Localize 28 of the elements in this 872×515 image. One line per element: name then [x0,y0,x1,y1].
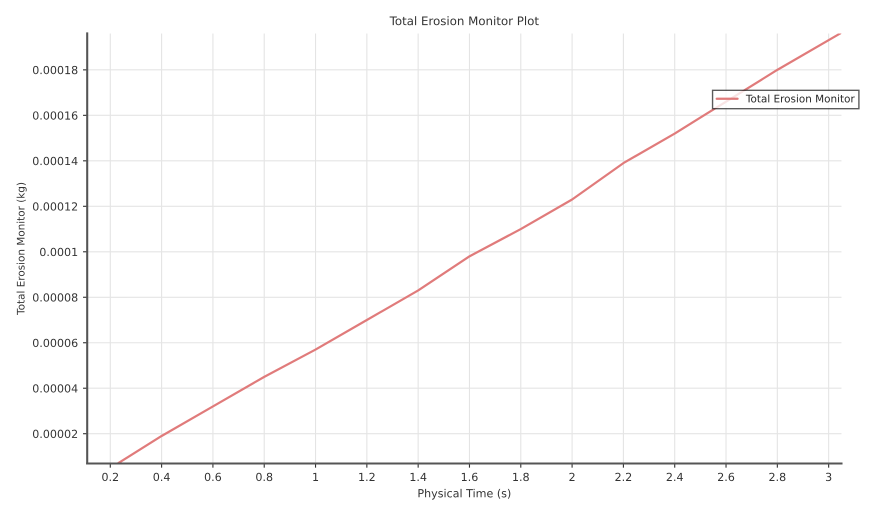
x-tick-label: 0.8 [256,472,272,482]
x-tick-label: 0.4 [154,472,170,482]
x-tick-label: 2.8 [769,472,786,482]
x-tick-label: 1 [313,472,318,481]
x-tick-label: 2.6 [718,472,734,482]
x-tick-label: 2.4 [666,472,683,481]
x-tick-label: 1.2 [359,472,375,481]
y-tick-label: 0.0001 [40,248,78,256]
y-tick-label: 0.00002 [32,430,78,438]
x-tick-label: 1.4 [410,472,426,481]
y-tick-label: 0.00008 [32,293,78,302]
x-tick-label: 3 [826,472,832,482]
x-tick-label: 2 [569,472,575,481]
x-axis-title: Physical Time (s) [418,488,510,500]
y-axis-title: Total Erosion Monitor (kg) [16,182,27,315]
y-tick-label: 0.00016 [32,111,78,120]
x-tick-label: 1.6 [462,472,478,482]
x-tick-label: 0.6 [204,472,222,482]
chart-title: Total Erosion Monitor Plot [390,16,539,26]
x-tick-label: 2.2 [615,472,632,481]
legend-label: Total Erosion Monitor [746,94,855,103]
y-tick-label: 0.00014 [32,156,78,166]
x-tick-label: 1.8 [513,472,529,482]
x-tick-label: 0.2 [102,472,118,482]
y-tick-label: 0.00006 [32,338,78,348]
y-tick-label: 0.00004 [32,384,78,393]
y-tick-label: 0.00012 [32,202,78,211]
y-tick-label: 0.00018 [32,66,78,74]
